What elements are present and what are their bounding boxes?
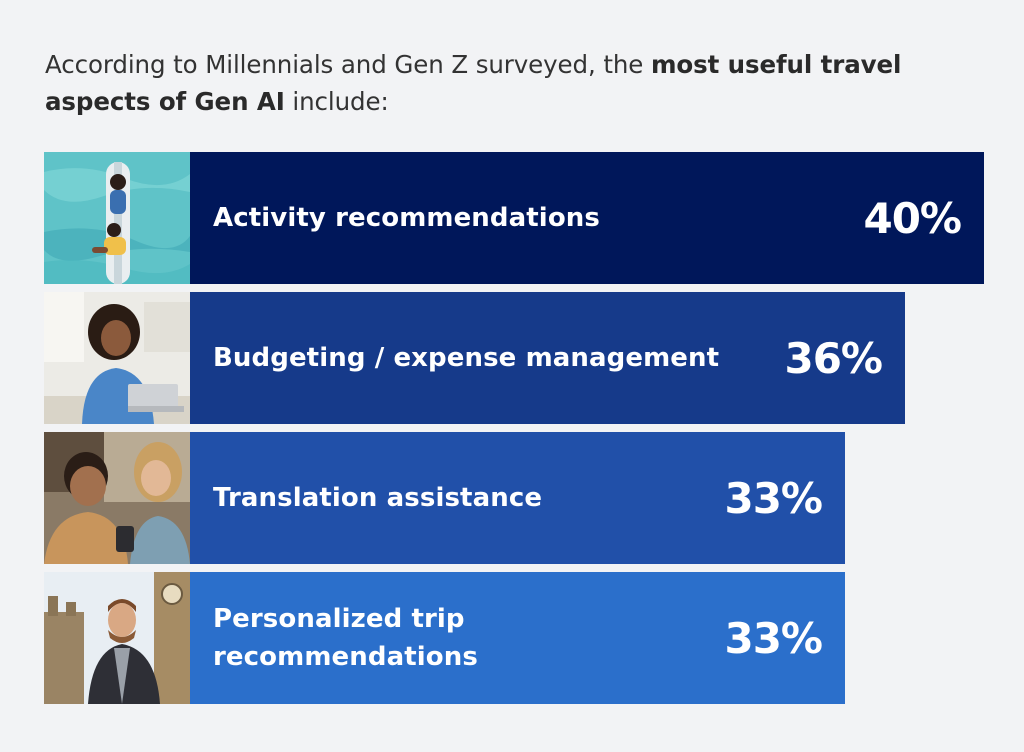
chart-title: According to Millennials and Gen Z surve… — [45, 46, 985, 120]
bar-row: Translation assistance 33% — [44, 432, 845, 564]
two-people-on-paddleboard-photo — [44, 152, 190, 284]
bar: Translation assistance 33% — [190, 432, 845, 564]
horizontal-bar-chart: Activity recommendations 40% Budgeting / e… — [44, 152, 984, 712]
bar-value-label: 33% — [724, 613, 823, 663]
bar-value-label: 33% — [724, 473, 823, 523]
woman-at-laptop-photo — [44, 292, 190, 424]
bar-value-label: 40% — [863, 193, 962, 243]
title-text-part-2: include: — [284, 87, 389, 116]
man-near-big-ben-photo — [44, 572, 190, 704]
bar: Personalized trip recommendations 33% — [190, 572, 845, 704]
bar-row: Budgeting / expense management 36% — [44, 292, 905, 424]
bar: Budgeting / expense management 36% — [190, 292, 905, 424]
bar-row: Personalized trip recommendations 33% — [44, 572, 845, 704]
bar-category-label: Activity recommendations — [213, 203, 600, 233]
bar-category-label: Budgeting / expense management — [213, 343, 720, 373]
bar: Activity recommendations 40% — [190, 152, 984, 284]
title-text-part-1: According to Millennials and Gen Z surve… — [45, 50, 651, 79]
title-bold-text: most useful travel aspects of Gen AI — [45, 50, 902, 116]
bar-category-label: Personalized trip recommendations — [213, 604, 478, 672]
bar-value-label: 36% — [784, 333, 883, 383]
couple-looking-at-phone-photo — [44, 432, 190, 564]
bar-row: Activity recommendations 40% — [44, 152, 984, 284]
bar-category-label: Translation assistance — [213, 483, 543, 513]
